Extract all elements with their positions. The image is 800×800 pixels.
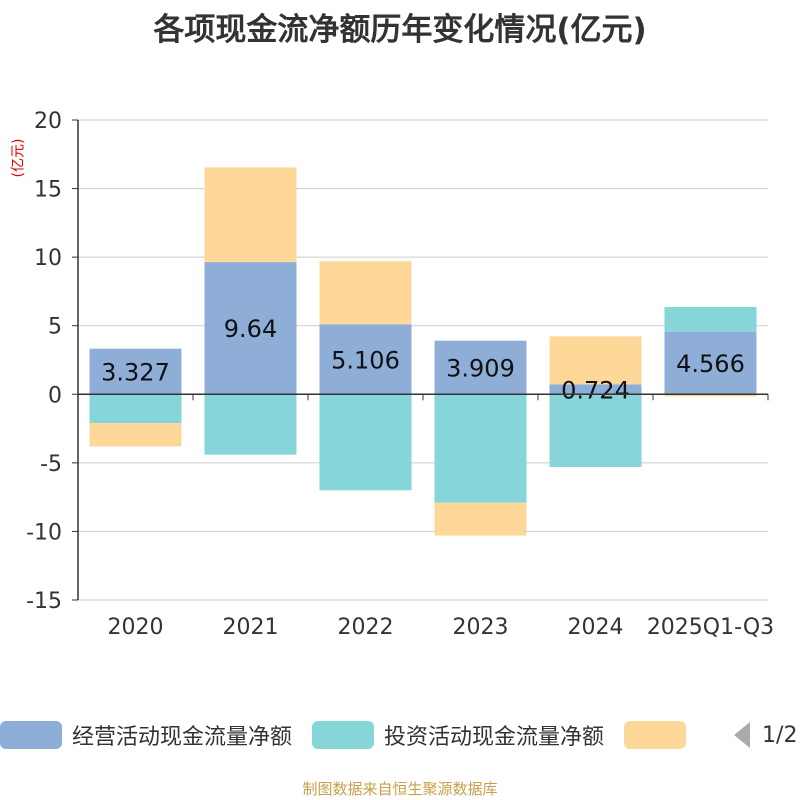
bar-3-2024 xyxy=(549,336,642,385)
bar-1-2024 xyxy=(549,384,642,395)
bar-2-2024 xyxy=(549,394,642,467)
legend-swatch-operating xyxy=(0,721,62,749)
bar-2-2023 xyxy=(434,394,527,503)
bar-1-2022 xyxy=(319,324,412,395)
y-tick-label: -10 xyxy=(26,520,62,545)
legend-label-investing: 投资活动现金流量净额 xyxy=(384,725,605,750)
y-tick-label: -5 xyxy=(40,452,62,477)
legend-page-indicator: 1/2 xyxy=(762,722,798,748)
data-label: 9.64 xyxy=(224,315,277,343)
bar-1-2021 xyxy=(204,262,297,395)
legend-swatch-financing xyxy=(624,721,687,749)
legend: 经营活动现金流量净额 投资活动现金流量净额 1/2 xyxy=(0,716,800,754)
bar-1-2020 xyxy=(89,348,182,395)
legend-item-investing[interactable]: 投资活动现金流量净额 xyxy=(312,719,604,751)
bar-1-2023 xyxy=(434,340,527,395)
bar-3-2022 xyxy=(319,261,412,325)
legend-prev-page-icon[interactable] xyxy=(734,722,751,748)
y-tick-label: 5 xyxy=(48,315,62,340)
data-label: 3.909 xyxy=(446,354,515,382)
chart-title: 各项现金流净额历年变化情况(亿元) xyxy=(153,12,647,48)
y-tick-label: 15 xyxy=(34,178,62,203)
x-tick-label: 2021 xyxy=(223,615,279,640)
data-label: 0.724 xyxy=(561,376,630,404)
legend-item-financing[interactable] xyxy=(624,721,696,749)
x-tick-label: 2024 xyxy=(568,615,624,640)
bar-1-2025Q1-Q3 xyxy=(664,331,757,395)
data-label: 5.106 xyxy=(331,346,400,374)
data-source-note: 制图数据来自恒生聚源数据库 xyxy=(302,780,498,798)
bar-2-2022 xyxy=(319,394,412,491)
bar-3-2021 xyxy=(204,167,297,263)
x-tick-label: 2022 xyxy=(338,615,394,640)
legend-label-operating: 经营活动现金流量净额 xyxy=(72,725,293,750)
x-tick-label: 2025Q1-Q3 xyxy=(647,615,774,640)
bar-3-2023 xyxy=(434,502,527,536)
y-tick-label: 20 xyxy=(34,109,62,134)
bar-3-2025Q1-Q3 xyxy=(664,394,757,397)
x-tick-label: 2023 xyxy=(453,615,509,640)
bar-3-2020 xyxy=(89,423,182,447)
legend-swatch-investing xyxy=(312,721,375,749)
data-label: 4.566 xyxy=(676,350,745,378)
chart-plot: 20 15 10 5 0 -5 -10 -15 3.327 9.64 5.106 3.909 0.724… xyxy=(26,109,774,640)
bar-2-2021 xyxy=(204,394,297,455)
legend-item-operating[interactable]: 经营活动现金流量净额 xyxy=(0,719,292,751)
y-tick-label: 10 xyxy=(34,246,62,271)
y-tick-label: -15 xyxy=(26,589,62,614)
bar-2-2025Q1-Q3 xyxy=(664,306,757,332)
data-label: 3.327 xyxy=(101,358,170,386)
y-tick-label: 0 xyxy=(48,383,62,408)
bar-2-2020 xyxy=(89,394,182,424)
x-tick-label: 2020 xyxy=(108,615,164,640)
legend-pager: 1/2 xyxy=(734,722,800,748)
